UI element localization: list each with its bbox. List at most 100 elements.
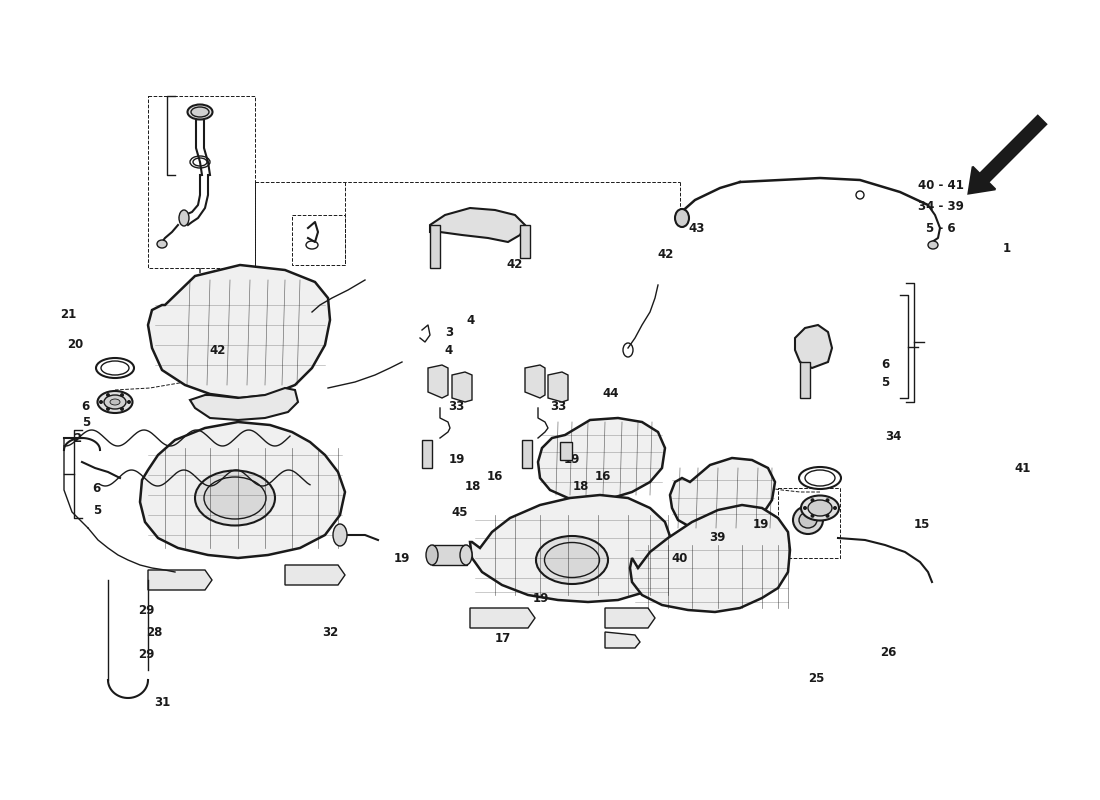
FancyArrow shape — [968, 116, 1046, 194]
Bar — [432, 545, 468, 565]
Text: 5: 5 — [92, 504, 101, 517]
Ellipse shape — [536, 536, 608, 584]
Ellipse shape — [191, 107, 209, 117]
Text: 33: 33 — [449, 400, 464, 413]
Polygon shape — [605, 608, 654, 628]
Ellipse shape — [799, 512, 817, 528]
Ellipse shape — [195, 470, 275, 526]
Text: 45: 45 — [451, 506, 468, 518]
Ellipse shape — [179, 210, 189, 226]
Text: 4: 4 — [444, 344, 453, 357]
Ellipse shape — [157, 240, 167, 248]
Ellipse shape — [187, 105, 212, 119]
Polygon shape — [148, 570, 212, 590]
Polygon shape — [470, 495, 672, 602]
Circle shape — [825, 498, 829, 502]
Polygon shape — [538, 418, 666, 500]
Polygon shape — [148, 265, 330, 398]
Ellipse shape — [98, 391, 132, 413]
Text: 42: 42 — [507, 258, 522, 270]
Polygon shape — [795, 325, 832, 368]
Circle shape — [825, 514, 829, 518]
Circle shape — [120, 407, 124, 411]
Polygon shape — [520, 225, 530, 258]
Text: 2: 2 — [73, 432, 81, 445]
Text: 6: 6 — [81, 400, 90, 413]
Text: 6: 6 — [881, 358, 890, 370]
Polygon shape — [285, 565, 345, 585]
Text: 5 - 6: 5 - 6 — [926, 222, 955, 234]
Text: 19: 19 — [449, 454, 464, 466]
Text: 29: 29 — [139, 648, 154, 661]
Text: 6: 6 — [92, 482, 101, 494]
Polygon shape — [525, 365, 544, 398]
Ellipse shape — [808, 500, 832, 516]
Text: 3: 3 — [444, 326, 453, 338]
Polygon shape — [452, 372, 472, 402]
Polygon shape — [428, 365, 448, 398]
Polygon shape — [430, 225, 440, 268]
Ellipse shape — [460, 545, 472, 565]
Polygon shape — [522, 440, 532, 468]
Text: 42: 42 — [658, 248, 673, 261]
Text: 18: 18 — [465, 480, 481, 493]
Text: 28: 28 — [146, 626, 162, 638]
Polygon shape — [470, 608, 535, 628]
Text: 21: 21 — [60, 308, 76, 321]
Circle shape — [106, 407, 110, 411]
Ellipse shape — [793, 506, 823, 534]
Circle shape — [811, 498, 814, 502]
Text: 16: 16 — [487, 470, 503, 482]
Text: 1: 1 — [1002, 242, 1011, 254]
Text: 44: 44 — [603, 387, 618, 400]
Circle shape — [803, 506, 807, 510]
Text: 15: 15 — [914, 518, 929, 530]
Circle shape — [120, 393, 124, 397]
Text: 19: 19 — [534, 592, 549, 605]
Circle shape — [106, 393, 110, 397]
Text: 17: 17 — [495, 632, 510, 645]
Polygon shape — [190, 388, 298, 420]
Circle shape — [126, 400, 131, 404]
Text: 41: 41 — [1015, 462, 1031, 474]
Text: 20: 20 — [67, 338, 82, 350]
Polygon shape — [800, 362, 810, 398]
Polygon shape — [140, 422, 345, 558]
Polygon shape — [630, 505, 790, 612]
Ellipse shape — [928, 241, 938, 249]
Text: 40 - 41: 40 - 41 — [917, 179, 964, 192]
Text: 34 - 39: 34 - 39 — [917, 200, 964, 213]
Text: 43: 43 — [689, 222, 704, 234]
Text: 25: 25 — [808, 672, 824, 685]
Polygon shape — [670, 458, 776, 532]
Text: 33: 33 — [551, 400, 566, 413]
Text: 39: 39 — [710, 531, 725, 544]
Text: 19: 19 — [394, 552, 409, 565]
Circle shape — [811, 514, 814, 518]
Ellipse shape — [333, 524, 346, 546]
Text: 18: 18 — [573, 480, 588, 493]
Text: 42: 42 — [210, 344, 225, 357]
Text: 5: 5 — [81, 416, 90, 429]
Text: 29: 29 — [139, 604, 154, 617]
Polygon shape — [422, 440, 432, 468]
Text: 26: 26 — [881, 646, 896, 658]
Ellipse shape — [204, 477, 266, 519]
Text: 32: 32 — [322, 626, 338, 638]
Ellipse shape — [426, 545, 438, 565]
Text: 19: 19 — [564, 454, 580, 466]
Text: 40: 40 — [672, 552, 688, 565]
Ellipse shape — [104, 395, 126, 409]
Ellipse shape — [801, 495, 839, 521]
Ellipse shape — [675, 209, 689, 227]
Text: 34: 34 — [886, 430, 901, 442]
Polygon shape — [605, 632, 640, 648]
Text: 19: 19 — [754, 518, 769, 530]
Ellipse shape — [544, 542, 600, 578]
Polygon shape — [548, 372, 568, 402]
Text: 31: 31 — [155, 696, 170, 709]
Polygon shape — [430, 208, 525, 242]
Polygon shape — [560, 442, 572, 460]
Text: 4: 4 — [466, 314, 475, 326]
Circle shape — [833, 506, 837, 510]
